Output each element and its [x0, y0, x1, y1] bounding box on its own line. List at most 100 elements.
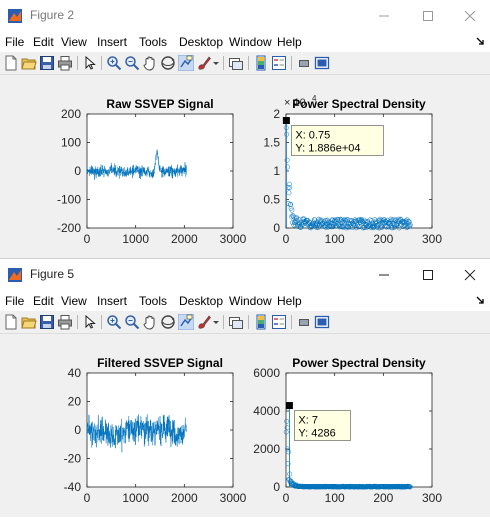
- menu-view[interactable]: View: [61, 294, 87, 308]
- raw-signal-chart-x-tick-label: 2000: [171, 232, 198, 246]
- psd-chart-marker: [366, 224, 372, 230]
- minimize-button[interactable]: [364, 4, 404, 28]
- brush-dropdown-icon[interactable]: [212, 55, 220, 71]
- figure-window-2: Figure 2 File Edit View Insert Tools Des…: [0, 0, 490, 258]
- menu-help[interactable]: Help: [277, 294, 302, 308]
- filtered-psd-chart-datatip-marker: [285, 402, 293, 410]
- raw-signal-chart-y-tick-label: 100: [61, 136, 81, 150]
- psd-chart-marker: [405, 221, 411, 226]
- menu-help[interactable]: Help: [277, 35, 302, 49]
- psd-chart-marker: [324, 217, 330, 223]
- matlab-icon: [8, 268, 22, 282]
- zoom-out-icon[interactable]: [124, 55, 140, 71]
- link-plot-icon[interactable]: [228, 55, 244, 71]
- rotate-3d-icon[interactable]: [160, 314, 176, 330]
- psd-chart-marker: [393, 222, 399, 228]
- link-plot-icon[interactable]: [228, 314, 244, 330]
- open-file-icon[interactable]: [21, 314, 37, 330]
- filtered-psd-chart-datatip-x: X: 7: [298, 415, 318, 427]
- new-figure-icon[interactable]: [3, 314, 19, 330]
- rotate-3d-icon[interactable]: [160, 55, 176, 71]
- close-button[interactable]: [450, 4, 490, 28]
- toolbar-separator: [248, 56, 249, 70]
- psd-chart-marker: [298, 224, 304, 230]
- pointer-icon[interactable]: [82, 55, 98, 71]
- menu-insert[interactable]: Insert: [97, 294, 128, 308]
- filtered-signal-chart-series-line: [86, 414, 187, 453]
- menu-desktop[interactable]: Desktop: [179, 294, 224, 308]
- filtered-signal-chart-y-tick-label: -20: [64, 452, 82, 466]
- minimize-icon: [379, 15, 389, 17]
- maximize-button[interactable]: [408, 4, 448, 28]
- psd-chart-y-tick-label: 2: [273, 107, 280, 121]
- open-file-icon[interactable]: [21, 55, 37, 71]
- filtered-psd-chart-axes: Power Spectral Density 0 100 200 300 6000 4000…: [253, 356, 442, 505]
- psd-chart-marker: [338, 223, 344, 229]
- filtered-psd-chart-markers: [283, 418, 413, 490]
- close-button[interactable]: [450, 263, 490, 287]
- psd-chart-marker: [289, 207, 295, 213]
- pan-hand-icon[interactable]: [142, 314, 158, 330]
- psd-chart-markers: [283, 125, 413, 231]
- filtered-psd-chart-marker: [288, 478, 294, 484]
- hide-plot-tools-icon[interactable]: [296, 55, 312, 71]
- insert-legend-icon[interactable]: [271, 314, 287, 330]
- menu-window[interactable]: Window: [229, 35, 272, 49]
- dock-arrow-icon[interactable]: [476, 37, 484, 45]
- save-icon[interactable]: [39, 314, 55, 330]
- menu-file[interactable]: File: [5, 294, 25, 308]
- insert-colorbar-icon[interactable]: [253, 314, 269, 330]
- save-icon[interactable]: [39, 55, 55, 71]
- psd-chart-marker: [353, 218, 359, 224]
- data-cursor-icon[interactable]: [178, 55, 194, 71]
- print-icon[interactable]: [57, 55, 73, 71]
- hide-plot-tools-icon[interactable]: [296, 314, 312, 330]
- insert-legend-icon[interactable]: [271, 55, 287, 71]
- print-icon[interactable]: [57, 314, 73, 330]
- show-plot-tools-icon[interactable]: [314, 314, 330, 330]
- filtered-signal-chart-y-tick-label: 40: [68, 366, 82, 380]
- zoom-in-icon[interactable]: [106, 314, 122, 330]
- menu-window[interactable]: Window: [229, 294, 272, 308]
- filtered-psd-chart-datatip-box: [294, 410, 351, 441]
- psd-chart-y-tick-label: 1.5: [263, 136, 280, 150]
- menu-edit[interactable]: Edit: [33, 294, 54, 308]
- raw-signal-chart-x-tick-label: 0: [84, 232, 91, 246]
- filtered-signal-chart-x-tick-label: 3000: [220, 491, 247, 505]
- raw-signal-chart-x-tick-label: 1000: [122, 232, 149, 246]
- maximize-button[interactable]: [408, 263, 448, 287]
- menu-tools[interactable]: Tools: [139, 35, 168, 49]
- figure-canvas: Filtered SSVEP Signal 0 1000 2000 3000 40 20 0-…: [0, 334, 490, 518]
- minimize-button[interactable]: [364, 263, 404, 287]
- filtered-psd-chart-datatip-y: Y: 4286: [298, 428, 335, 440]
- psd-chart-y-tick-label: 1: [273, 164, 280, 178]
- toolbar-separator: [223, 315, 224, 329]
- brush-icon[interactable]: [196, 55, 212, 71]
- show-plot-tools-icon[interactable]: [314, 55, 330, 71]
- zoom-out-icon[interactable]: [124, 314, 140, 330]
- psd-chart-marker: [285, 185, 291, 191]
- brush-icon[interactable]: [196, 314, 212, 330]
- title-bar[interactable]: Figure 5: [0, 259, 490, 291]
- zoom-in-icon[interactable]: [106, 55, 122, 71]
- menu-view[interactable]: View: [61, 35, 87, 49]
- title-bar[interactable]: Figure 2: [0, 0, 490, 32]
- dock-arrow-icon[interactable]: [476, 296, 484, 304]
- psd-chart-marker: [343, 218, 349, 224]
- menu-file[interactable]: File: [5, 35, 25, 49]
- new-figure-icon[interactable]: [3, 55, 19, 71]
- psd-chart-datatip-marker: [282, 116, 290, 124]
- pointer-icon[interactable]: [82, 314, 98, 330]
- menu-tools[interactable]: Tools: [139, 294, 168, 308]
- insert-colorbar-icon[interactable]: [253, 55, 269, 71]
- menu-edit[interactable]: Edit: [33, 35, 54, 49]
- pan-hand-icon[interactable]: [142, 55, 158, 71]
- psd-chart-marker: [290, 213, 296, 219]
- psd-chart-marker: [288, 201, 294, 207]
- brush-dropdown-icon[interactable]: [212, 314, 220, 330]
- raw-signal-chart-series-line: [86, 149, 187, 180]
- menu-insert[interactable]: Insert: [97, 35, 128, 49]
- menu-desktop[interactable]: Desktop: [179, 35, 224, 49]
- data-cursor-icon[interactable]: [178, 314, 194, 330]
